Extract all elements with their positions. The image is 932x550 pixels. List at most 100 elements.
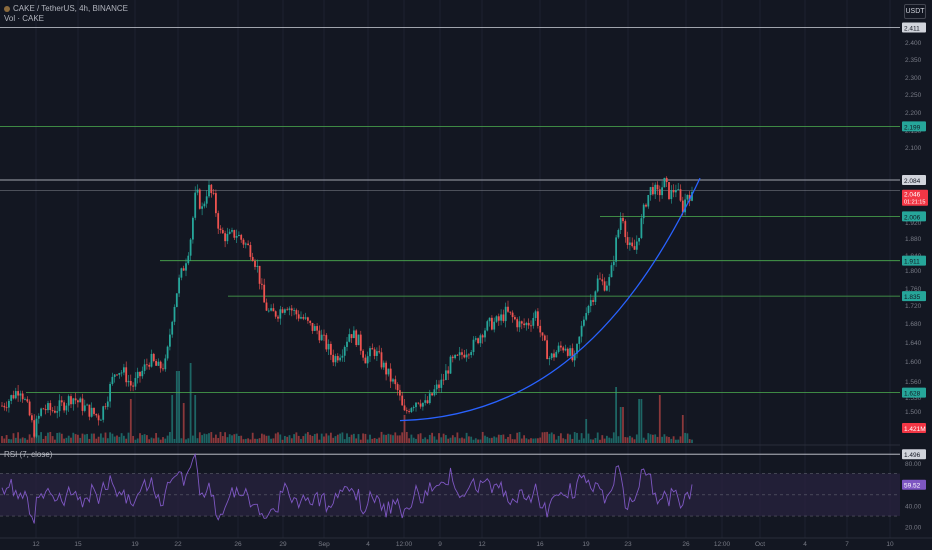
candle-body <box>417 402 420 404</box>
curve-drawing[interactable] <box>399 177 701 422</box>
volume-bar <box>454 437 456 443</box>
candle-body <box>192 217 194 240</box>
candle-body <box>424 400 427 403</box>
candle-body <box>688 194 691 201</box>
candle-body <box>111 376 114 384</box>
rsi-legend[interactable]: RSI (7, close) <box>4 450 52 459</box>
volume-bar <box>594 438 597 443</box>
candle-body <box>520 321 523 324</box>
candle-body <box>233 230 236 238</box>
candle-body <box>175 293 178 307</box>
candle-body <box>371 348 374 350</box>
candle-body <box>569 348 571 356</box>
candle-body <box>226 233 229 242</box>
volume-bar <box>438 433 440 443</box>
volume-bar <box>394 432 397 443</box>
level-price-label: 2.084 <box>904 178 921 185</box>
candle-body <box>652 187 654 195</box>
volume-bar <box>116 435 118 443</box>
volume-bar <box>380 431 383 443</box>
candle-body <box>28 401 31 416</box>
volume-bar <box>523 435 525 443</box>
volume-legend[interactable]: Vol · CAKE <box>4 14 44 23</box>
candle-body <box>116 374 118 376</box>
candle-body <box>681 200 684 213</box>
candle-body <box>355 330 358 346</box>
volume-bar <box>300 438 302 443</box>
volume-bar <box>458 438 461 443</box>
candle-body <box>35 418 38 437</box>
volume-bar <box>486 436 489 443</box>
candle-body <box>205 196 208 204</box>
candle-body <box>649 187 652 196</box>
candle-body <box>571 348 574 361</box>
symbol-title: CAKE / TetherUS, 4h, BINANCE <box>13 4 129 13</box>
volume-bar <box>583 438 585 443</box>
level-price-label-box <box>902 121 926 132</box>
candle-body <box>486 321 489 331</box>
volume-bar <box>633 439 636 443</box>
candle-body <box>610 265 613 278</box>
candle-body <box>86 404 88 406</box>
candle-body <box>557 345 560 352</box>
volume-bar <box>100 433 102 443</box>
candle-body <box>539 325 542 333</box>
volume-bar <box>440 437 443 443</box>
candle-body <box>270 308 272 311</box>
volume-bar <box>104 432 107 443</box>
price-tick-label: 1.640 <box>905 340 922 347</box>
volume-bar <box>21 437 24 443</box>
volume-bar <box>26 439 29 443</box>
volume-bar <box>325 433 328 443</box>
price-tick-label: 1.560 <box>905 379 922 386</box>
candle-body <box>173 306 176 322</box>
volume-bar <box>189 363 192 443</box>
rsi-title: RSI (7, close) <box>4 450 53 459</box>
volume-bar <box>42 438 45 443</box>
symbol-legend[interactable]: CAKE / TetherUS, 4h, BINANCE <box>4 4 128 13</box>
candle-body <box>274 311 277 317</box>
candle-body <box>488 317 491 322</box>
candle-body <box>81 398 84 411</box>
volume-bar <box>313 434 316 443</box>
candle-body <box>463 354 466 358</box>
volume-bar <box>527 439 530 443</box>
volume-bar <box>102 437 105 443</box>
candle-body <box>523 323 525 326</box>
volume-bar <box>8 438 10 443</box>
volume-bar <box>217 438 220 443</box>
time-axis[interactable]: 12 15 19 22 26 29 Sep 4 12:00 9 12 16 19 23 26 12:00 Oct… <box>0 537 932 548</box>
horizontal-levels[interactable] <box>0 27 900 455</box>
volume-bar <box>228 434 231 443</box>
volume-bar <box>507 437 509 443</box>
price-tick-label: 1.680 <box>905 321 922 328</box>
volume-bar <box>164 438 167 443</box>
volume-bar <box>415 438 417 443</box>
candle-body <box>507 306 509 312</box>
volume-bar <box>65 437 68 443</box>
candle-body <box>51 410 54 411</box>
currency-badge[interactable]: USDT <box>904 4 926 19</box>
candle-body <box>26 399 29 402</box>
volume-bar <box>187 438 190 443</box>
candle-body <box>143 364 146 371</box>
candle-body <box>564 348 567 351</box>
candle-body <box>578 336 581 344</box>
volume-bar <box>12 433 15 443</box>
volume-bar <box>155 433 157 443</box>
volume-bar <box>309 434 312 443</box>
candle-body <box>1 405 3 407</box>
volume-bar <box>672 436 675 443</box>
volume-bar <box>348 436 351 443</box>
volume-bar <box>263 434 266 443</box>
volume-bar <box>171 395 174 443</box>
volume-bar <box>212 437 215 443</box>
volume-bar <box>67 435 70 443</box>
volume-bar <box>493 436 496 443</box>
candle-body <box>615 237 617 262</box>
candle-body <box>60 400 63 403</box>
candle-body <box>304 317 307 319</box>
candle-body <box>109 383 111 402</box>
volume-bar <box>615 387 617 443</box>
